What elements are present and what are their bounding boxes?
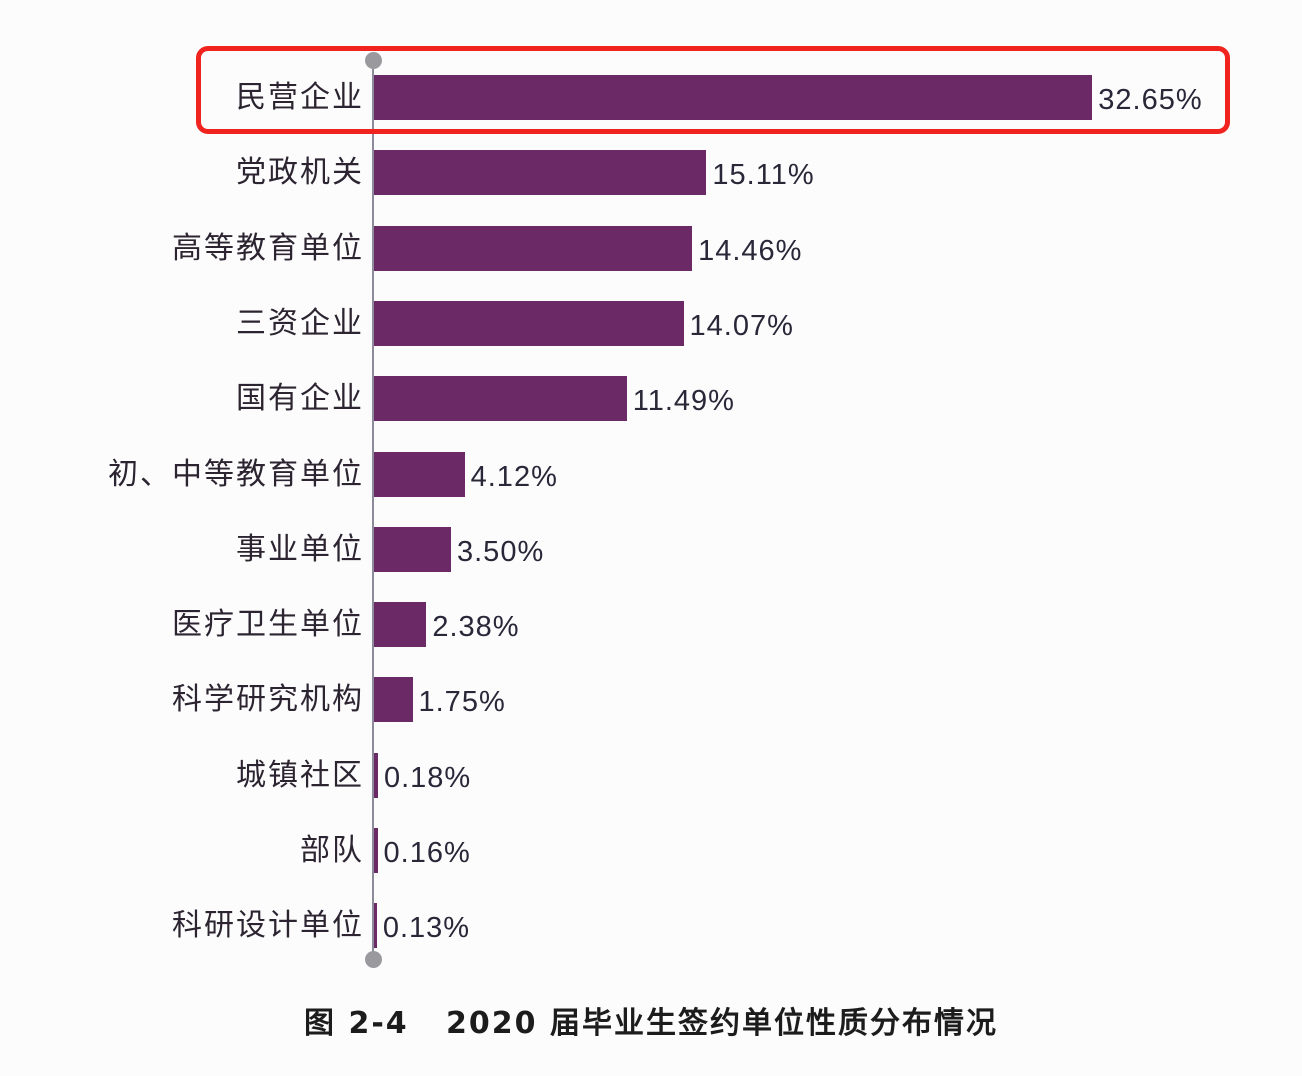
category-label: 初、中等教育单位 xyxy=(108,457,364,492)
bar xyxy=(374,150,707,195)
bar-row: 高等教育单位 14.46% xyxy=(0,226,1302,272)
category-label: 三资企业 xyxy=(236,306,364,341)
bar-row: 国有企业 11.49% xyxy=(0,376,1302,422)
bar xyxy=(374,376,627,421)
axis-top-dot-icon xyxy=(365,52,382,69)
category-label: 医疗卫生单位 xyxy=(172,607,364,642)
bar-row: 科研设计单位 0.13% xyxy=(0,903,1302,949)
bar xyxy=(374,226,693,271)
category-label: 高等教育单位 xyxy=(172,231,364,266)
category-label: 国有企业 xyxy=(236,381,364,416)
axis-bottom-dot-icon xyxy=(365,951,382,968)
value-label: 11.49% xyxy=(632,385,735,417)
category-label: 事业单位 xyxy=(236,532,364,567)
bar-row: 三资企业 14.07% xyxy=(0,301,1302,347)
bar-chart: 民营企业 32.65% 党政机关 15.11% 高等教育单位 14.46% 三资企业 14.0… xyxy=(0,46,1302,968)
bar xyxy=(374,828,378,873)
bar xyxy=(374,527,451,572)
bar-row: 党政机关 15.11% xyxy=(0,150,1302,196)
value-label: 3.50% xyxy=(457,536,545,568)
value-label: 32.65% xyxy=(1098,84,1203,116)
value-label: 4.12% xyxy=(470,461,558,493)
bar-row: 初、中等教育单位 4.12% xyxy=(0,452,1302,498)
value-label: 2.38% xyxy=(432,611,520,643)
category-label: 城镇社区 xyxy=(236,758,364,793)
bar-row: 事业单位 3.50% xyxy=(0,527,1302,573)
value-label: 14.46% xyxy=(698,235,803,267)
figure-caption: 图 2-4 2020 届毕业生签约单位性质分布情况 xyxy=(304,1006,998,1041)
category-axis-line xyxy=(372,60,374,960)
bar xyxy=(374,903,377,948)
value-label: 0.16% xyxy=(383,837,471,869)
category-label: 党政机关 xyxy=(236,155,364,190)
bar-row: 部队 0.16% xyxy=(0,828,1302,874)
bar-row: 城镇社区 0.18% xyxy=(0,753,1302,799)
bar xyxy=(374,301,684,346)
value-label: 14.07% xyxy=(689,310,794,342)
bar-row: 科学研究机构 1.75% xyxy=(0,677,1302,723)
bar xyxy=(374,602,427,647)
value-label: 1.75% xyxy=(418,686,506,718)
bar-row: 医疗卫生单位 2.38% xyxy=(0,602,1302,648)
category-label: 科学研究机构 xyxy=(172,682,364,717)
value-label: 0.13% xyxy=(382,912,471,944)
bar xyxy=(374,452,465,497)
bar xyxy=(374,75,1093,120)
bar xyxy=(374,753,378,798)
category-label: 部队 xyxy=(300,833,364,868)
value-label: 0.18% xyxy=(383,762,472,794)
bar xyxy=(374,677,413,722)
bar-row: 民营企业 32.65% xyxy=(0,75,1302,121)
category-label: 科研设计单位 xyxy=(172,908,364,943)
category-label: 民营企业 xyxy=(236,80,364,115)
value-label: 15.11% xyxy=(712,159,815,191)
